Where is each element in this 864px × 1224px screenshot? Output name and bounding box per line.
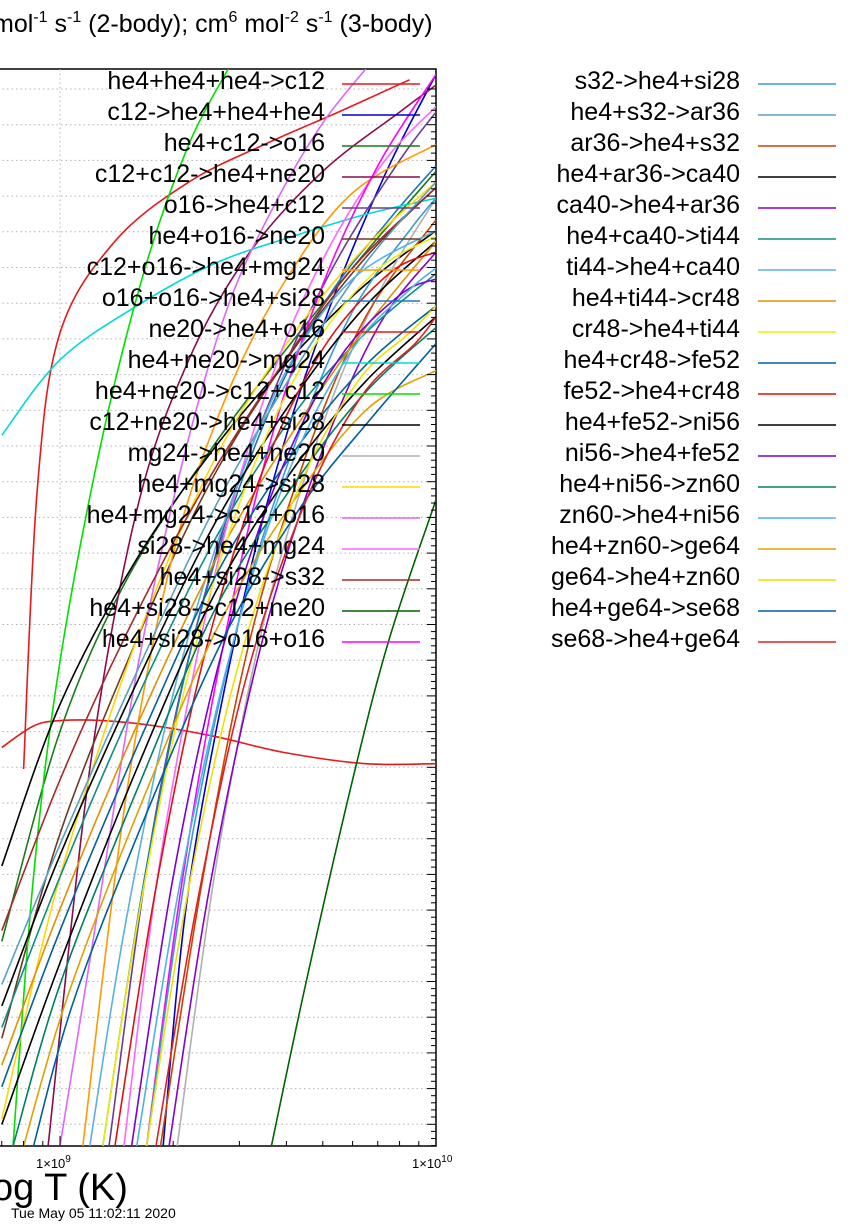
series-line-17 <box>1 186 436 931</box>
legend-label-34: zn60->he4+ni56 <box>559 501 740 529</box>
legend-label-5: o16->he4+c12 <box>164 191 325 219</box>
series-line-23 <box>1 240 436 1007</box>
legend-label-33: he4+ni56->zn60 <box>559 470 740 498</box>
timestamp: Tue May 05 11:02:11 2020 <box>11 1205 176 1221</box>
series-line-24 <box>168 251 436 1146</box>
series-line-25 <box>1 272 436 1028</box>
legend-label-22: ar36->he4+s32 <box>570 129 740 157</box>
series-line-28 <box>102 235 436 1146</box>
axis-ticks <box>1 88 437 1147</box>
legend-label-1: he4+he4+he4->c12 <box>107 67 325 95</box>
legend-label-14: he4+mg24->si28 <box>137 470 325 498</box>
series-line-9 <box>1 719 436 766</box>
legend-label-36: ge64->he4+zn60 <box>551 563 740 591</box>
legend-label-29: he4+cr48->fe52 <box>563 346 740 374</box>
series-line-27 <box>1 240 436 1066</box>
series-line-18 <box>270 499 436 1146</box>
series-line-7 <box>82 143 436 1146</box>
series-line-37 <box>32 343 436 1146</box>
legend-label-6: he4+o16->ne20 <box>148 222 325 250</box>
legend-label-20: s32->he4+si28 <box>575 67 740 95</box>
legend-label-35: he4+zn60->ge64 <box>551 532 740 560</box>
series-line-11 <box>12 69 229 1146</box>
legend-label-32: ni56->he4+fe52 <box>565 439 740 467</box>
series-line-12 <box>1 229 436 867</box>
series-line-19 <box>145 73 436 1146</box>
legend-label-18: he4+si28->c12+ne20 <box>89 594 325 622</box>
legend-label-2: c12->he4+he4+he4 <box>107 98 325 126</box>
series-line-1 <box>22 79 410 770</box>
series-line-13 <box>176 197 436 1146</box>
legend-label-28: cr48->he4+ti44 <box>572 315 740 343</box>
legend-label-17: he4+si28->s32 <box>160 563 325 591</box>
legend-label-10: he4+ne20->mg24 <box>128 346 325 374</box>
legend-label-12: c12+ne20->he4+si28 <box>89 408 325 436</box>
legend-label-27: he4+ti44->cr48 <box>572 284 740 312</box>
legend-label-24: ca40->he4+ar36 <box>557 191 740 219</box>
legend-label-19: he4+si28->o16+o16 <box>102 625 325 653</box>
series-lines <box>1 69 436 1146</box>
legend-label-23: he4+ar36->ca40 <box>557 160 740 188</box>
legend-label-4: c12+c12->he4+ne20 <box>95 160 325 188</box>
plot-frame <box>0 68 437 1147</box>
legend-label-16: si28->he4+mg24 <box>137 532 325 560</box>
x-tick-label-1e10: 1×1010 <box>412 1154 453 1171</box>
series-line-36 <box>145 305 436 1146</box>
series-line-32 <box>130 278 436 1146</box>
series-line-33 <box>12 326 436 1146</box>
legend-label-3: he4+c12->o16 <box>164 129 325 157</box>
series-line-3 <box>1 170 436 942</box>
x-axis-label: og T (K) <box>0 1167 128 1209</box>
series-line-22 <box>159 219 436 1146</box>
legend-label-31: he4+fe52->ni56 <box>565 408 740 436</box>
legend-label-13: mg24->he4+ne20 <box>128 439 325 467</box>
series-line-38 <box>155 316 436 1146</box>
legend-label-21: he4+s32->ar36 <box>570 98 740 126</box>
series-line-10 <box>1 197 436 436</box>
legend-label-8: o16+o16->he4+si28 <box>102 284 325 312</box>
legend-label-25: he4+ca40->ti44 <box>566 222 740 250</box>
series-line-30 <box>114 251 436 1146</box>
legend: he4+he4+he4->c12 c12->he4+he4+he4 he4+c12-… <box>87 67 836 653</box>
legend-label-37: he4+ge64->se68 <box>551 594 740 622</box>
chart-title: mol-1 s-1 (2-body); cm6 mol-2 s-1 (3-bod… <box>0 9 433 38</box>
legend-label-7: c12+o16->he4+mg24 <box>87 253 325 281</box>
legend-label-30: fe52->he4+cr48 <box>563 377 740 405</box>
legend-label-11: he4+ne20->c12+c12 <box>95 377 325 405</box>
legend-label-38: se68->he4+ge64 <box>551 625 740 653</box>
legend-label-26: ti44->he4+ca40 <box>566 253 740 281</box>
series-line-20 <box>145 197 436 1146</box>
x-tick-label-1e9: 1×109 <box>36 1154 71 1171</box>
legend-label-9: ne20->he4+o16 <box>148 315 325 343</box>
series-line-6 <box>1 186 436 1039</box>
series-line-2 <box>162 74 436 1146</box>
series-line-35 <box>22 369 436 1146</box>
legend-label-15: he4+mg24->c12+o16 <box>87 501 325 529</box>
series-line-29 <box>1 305 436 1088</box>
series-line-4 <box>47 84 436 1146</box>
series-line-15 <box>59 69 367 1146</box>
series-line-26 <box>89 229 436 1146</box>
